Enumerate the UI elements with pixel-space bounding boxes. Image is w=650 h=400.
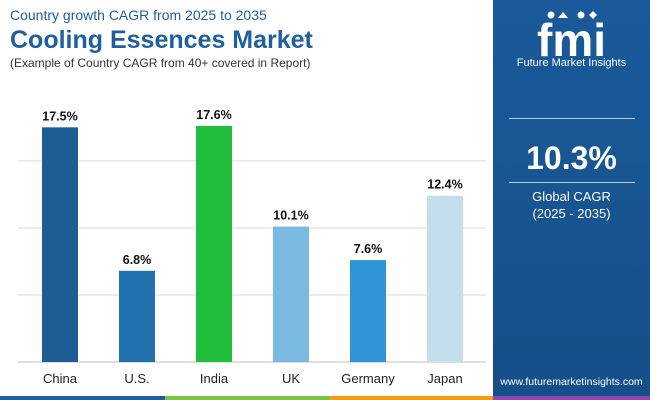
summary-panel: fmi Future Market Insights 10.3% Global …: [493, 0, 650, 400]
category-label-germany: Germany: [341, 371, 395, 386]
category-label-japan: Japan: [427, 371, 463, 386]
panel-divider-middle: [509, 182, 635, 183]
bottom-bar-segment-0: [0, 396, 165, 400]
data-label-china: 17.5%: [42, 109, 77, 123]
global-cagr-value: 10.3%: [526, 140, 617, 176]
chart-title: Cooling Essences Market: [10, 26, 313, 54]
category-label-china: China: [43, 371, 77, 386]
fmi-logo-icon: fmi: [537, 11, 606, 66]
data-label-germany: 7.6%: [354, 242, 383, 256]
bar-chart-svg: 17.5% 6.8% 17.6% 10.1% 7.6% 12.4%: [18, 108, 486, 363]
data-label-uk: 10.1%: [273, 209, 308, 223]
bottom-bar-segment-2: [330, 396, 493, 400]
category-label-uk: UK: [281, 371, 301, 386]
data-label-us: 6.8%: [123, 253, 152, 267]
category-label-india: India: [199, 371, 229, 386]
bottom-bar-segment-3: [493, 396, 650, 400]
chart-subtitle: Country growth CAGR from 2025 to 2035: [10, 7, 267, 23]
logo-caption: Future Market Insights: [516, 57, 627, 69]
global-cagr-label: Global CAGR: [532, 189, 611, 204]
bar-chart-plot: 17.5% 6.8% 17.6% 10.1% 7.6% 12.4%: [18, 90, 486, 366]
bar-india: [196, 126, 232, 362]
fmi-logo: fmi: [493, 8, 650, 66]
website-link[interactable]: www.futuremarketinsights.com: [500, 376, 643, 388]
chart-header: Country growth CAGR from 2025 to 2035 Co…: [10, 6, 490, 71]
bar-germany: [350, 260, 386, 362]
bar-uk: [273, 226, 309, 362]
bottom-bar-segment-1: [165, 396, 330, 400]
category-label-us: U.S.: [124, 371, 150, 386]
bar-japan: [427, 195, 463, 362]
data-label-japan: 12.4%: [427, 178, 462, 192]
panel-divider-top: [509, 118, 635, 119]
logo-letters: fmi: [537, 14, 606, 60]
global-cagr-period: (2025 - 2035): [532, 206, 611, 221]
data-label-india: 17.6%: [196, 108, 231, 122]
bar-china: [42, 127, 78, 362]
bar-us: [119, 270, 155, 362]
chart-note: (Example of Country CAGR from 40+ covere…: [10, 56, 311, 70]
